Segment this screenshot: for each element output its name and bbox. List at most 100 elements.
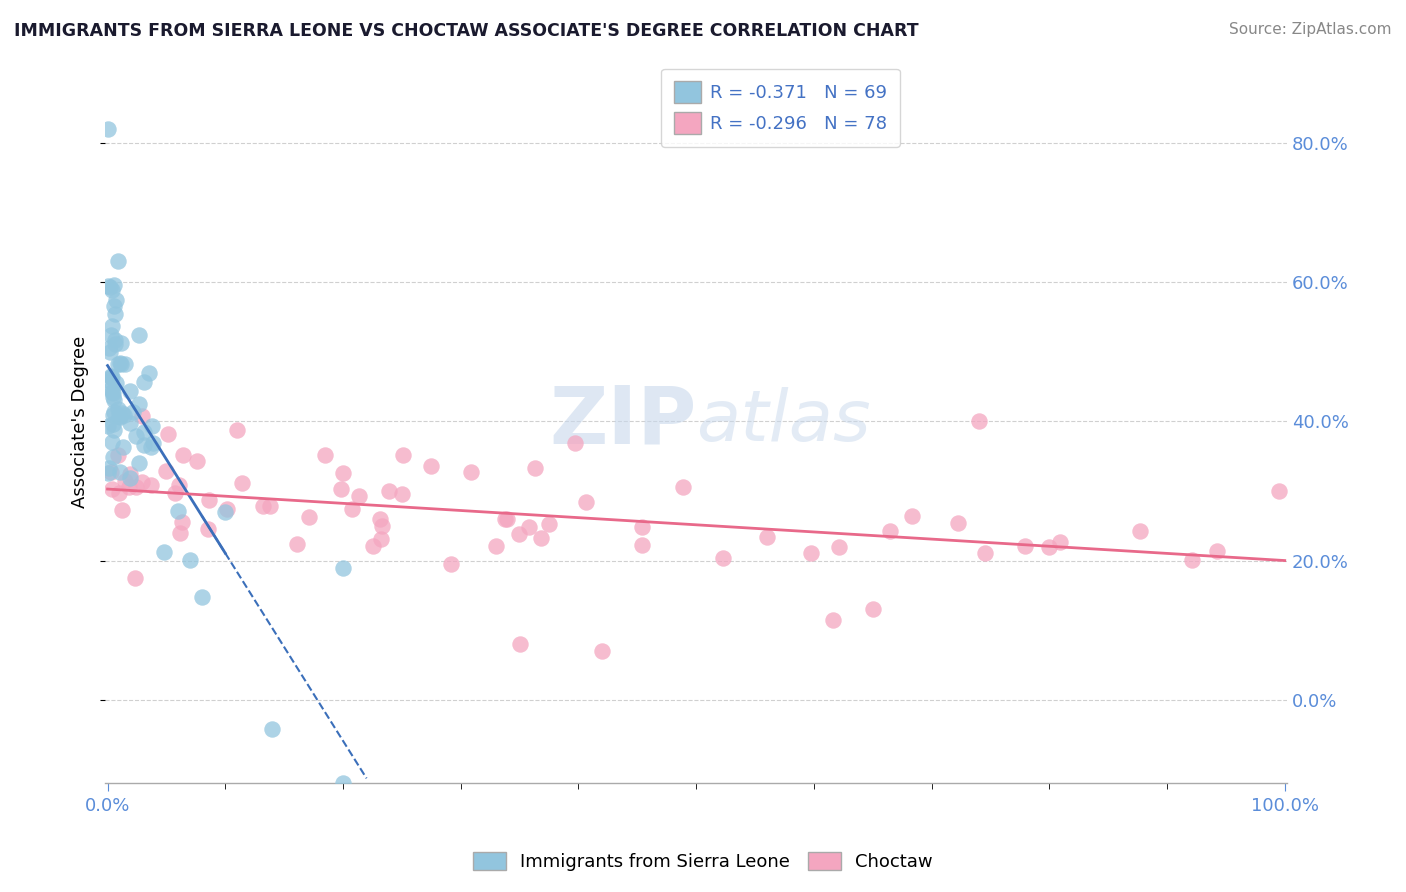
Point [330, 482, 353, 496]
Point [298, 510, 321, 524]
Point [103, 386, 125, 401]
Point [946, 516, 969, 530]
Point [1129, 524, 1152, 538]
Point [332, 776, 354, 790]
Point [131, 409, 153, 424]
Point [132, 438, 155, 452]
Point [591, 644, 613, 658]
Point [97, 122, 120, 136]
Point [974, 546, 997, 560]
Point [153, 545, 176, 559]
Point [800, 546, 823, 560]
Point [186, 453, 208, 467]
Point [823, 613, 845, 627]
Point [111, 405, 134, 419]
Point [97, 279, 120, 293]
Point [342, 502, 364, 516]
Point [100, 370, 122, 384]
Point [118, 384, 141, 398]
Point [118, 467, 141, 481]
Point [108, 356, 131, 370]
Legend: Immigrants from Sierra Leone, Choctaw: Immigrants from Sierra Leone, Choctaw [465, 845, 941, 879]
Point [107, 357, 129, 371]
Point [755, 530, 778, 544]
Point [672, 480, 695, 494]
Point [485, 539, 508, 553]
Point [509, 637, 531, 651]
Point [128, 397, 150, 411]
Point [101, 482, 124, 496]
Point [131, 475, 153, 489]
Point [141, 419, 163, 434]
Point [378, 484, 401, 499]
Point [170, 516, 193, 530]
Point [496, 512, 519, 526]
Point [101, 384, 124, 399]
Point [125, 480, 148, 494]
Point [901, 509, 924, 524]
Point [349, 489, 371, 503]
Point [142, 435, 165, 450]
Point [440, 557, 463, 571]
Point [197, 493, 219, 508]
Point [368, 512, 391, 526]
Point [231, 475, 253, 490]
Point [121, 405, 143, 419]
Point [711, 551, 734, 566]
Point [967, 415, 990, 429]
Text: atlas: atlas [696, 387, 870, 456]
Point [132, 376, 155, 390]
Point [523, 460, 546, 475]
Point [107, 448, 129, 462]
Point [114, 475, 136, 489]
Point [460, 465, 482, 479]
Point [132, 425, 155, 440]
Point [101, 283, 124, 297]
Point [128, 328, 150, 343]
Point [103, 299, 125, 313]
Point [862, 602, 884, 616]
Point [100, 382, 122, 396]
Point [103, 336, 125, 351]
Point [575, 494, 598, 508]
Point [215, 501, 238, 516]
Point [370, 518, 392, 533]
Point [112, 408, 135, 422]
Point [370, 533, 392, 547]
Point [138, 366, 160, 380]
Point [103, 408, 125, 422]
Text: Source: ZipAtlas.com: Source: ZipAtlas.com [1229, 22, 1392, 37]
Point [828, 540, 851, 554]
Point [120, 471, 142, 485]
Point [108, 409, 131, 424]
Point [1014, 539, 1036, 553]
Point [104, 334, 127, 348]
Point [332, 467, 354, 481]
Point [124, 570, 146, 584]
Point [1268, 484, 1291, 499]
Point [141, 477, 163, 491]
Point [98, 345, 121, 359]
Point [100, 369, 122, 384]
Point [190, 590, 212, 604]
Point [97, 418, 120, 433]
Point [530, 531, 553, 545]
Point [111, 502, 134, 516]
Point [285, 536, 308, 550]
Text: IMMIGRANTS FROM SIERRA LEONE VS CHOCTAW ASSOCIATE'S DEGREE CORRELATION CHART: IMMIGRANTS FROM SIERRA LEONE VS CHOCTAW … [14, 22, 918, 40]
Point [110, 466, 132, 480]
Point [117, 480, 139, 494]
Point [508, 527, 530, 541]
Point [100, 328, 122, 343]
Point [630, 538, 652, 552]
Point [420, 458, 443, 473]
Point [100, 465, 122, 479]
Point [107, 402, 129, 417]
Point [1206, 544, 1229, 558]
Point [262, 722, 284, 736]
Point [391, 449, 413, 463]
Point [98, 280, 121, 294]
Point [517, 520, 540, 534]
Point [104, 376, 127, 390]
Y-axis label: Associate's Degree: Associate's Degree [72, 335, 89, 508]
